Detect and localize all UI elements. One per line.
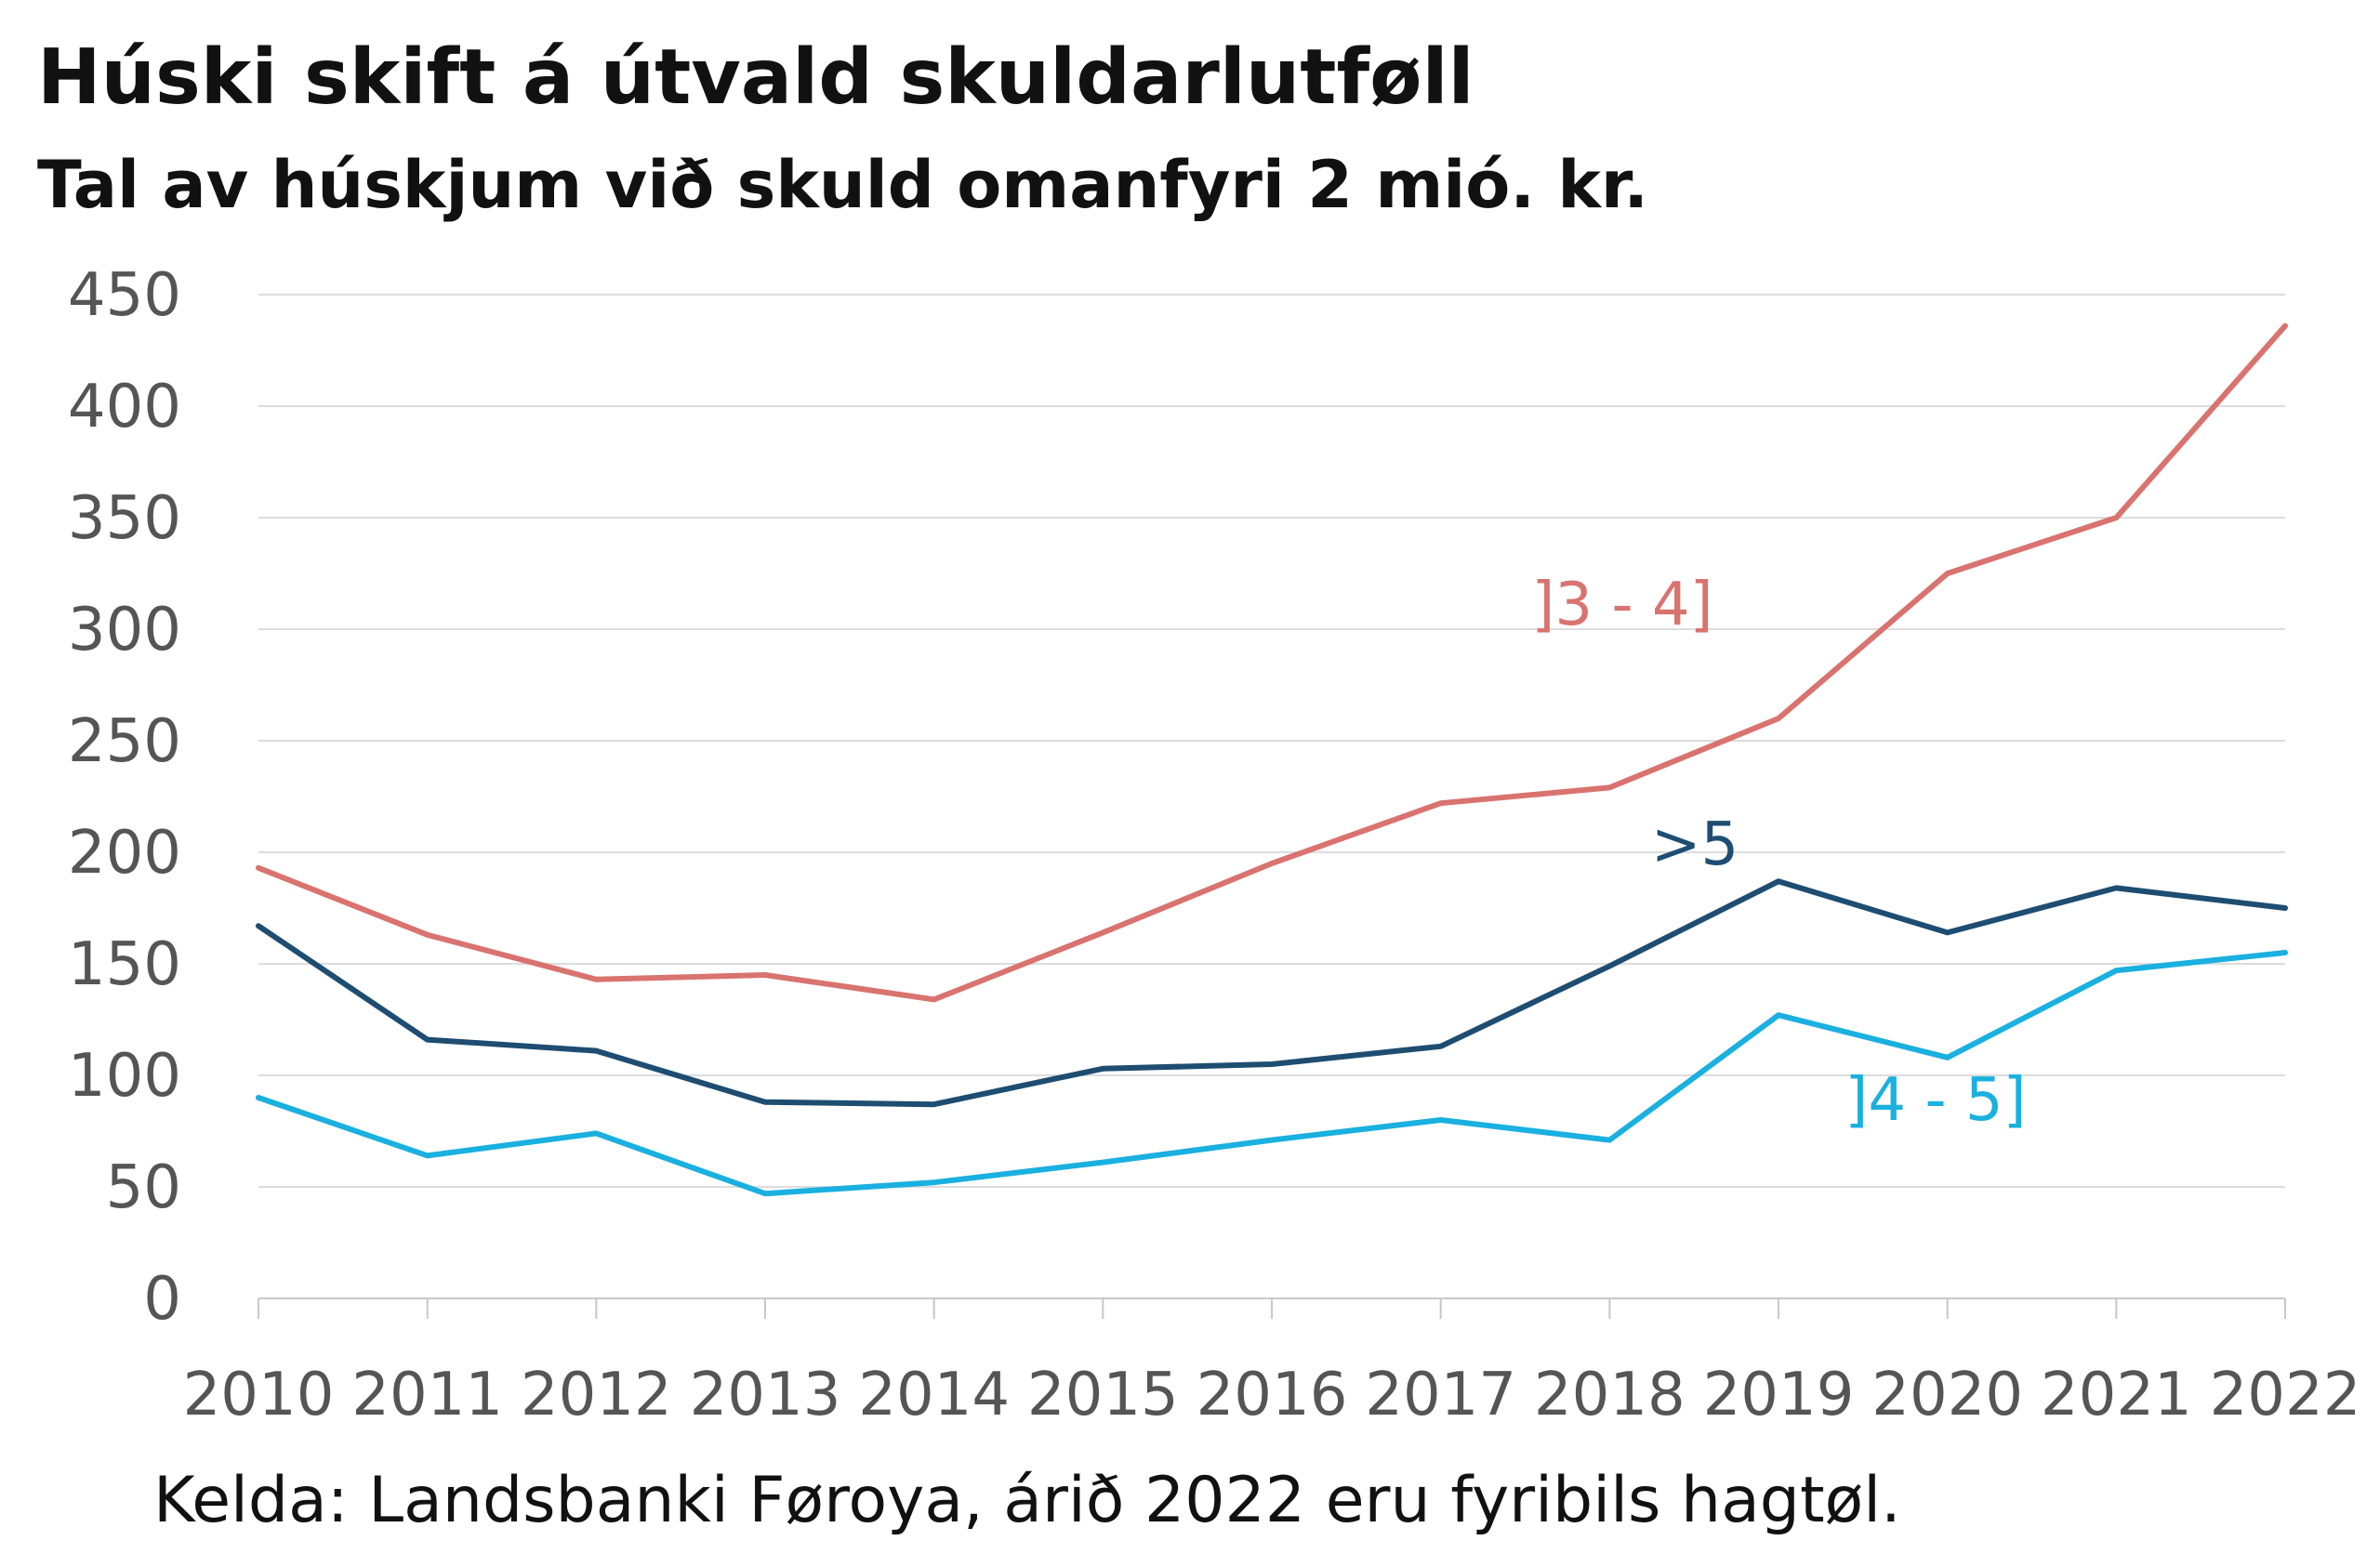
y-tick-label: 100 xyxy=(68,1042,181,1111)
x-tick-label: 2017 xyxy=(1365,1361,1516,1429)
series-label-3-4: ]3 - 4] xyxy=(1531,571,1712,639)
x-tick-label: 2011 xyxy=(351,1361,503,1429)
y-tick-label: 200 xyxy=(68,819,181,888)
x-tick-label: 2010 xyxy=(183,1361,335,1429)
x-tick-label: 2022 xyxy=(2210,1361,2361,1429)
series-label-4-5: ]4 - 5] xyxy=(1844,1066,2026,1135)
y-tick-label: 250 xyxy=(68,707,181,776)
chart-title: Húski skift á útvald skuldarlutføll xyxy=(37,33,1474,122)
x-tick-label: 2012 xyxy=(521,1361,672,1429)
y-tick-label: 400 xyxy=(68,373,181,441)
y-tick-label: 150 xyxy=(68,930,181,999)
series-line-3-4 xyxy=(256,323,2288,1003)
chart-source: Kelda: Landsbanki Føroya, árið 2022 eru … xyxy=(153,1464,1901,1537)
x-tick-label: 2018 xyxy=(1534,1361,1686,1429)
y-axis: 0 50 100 150 200 250 300 350 400 450 xyxy=(68,261,181,1334)
x-tick-label: 2020 xyxy=(1871,1361,2023,1429)
y-tick-label: 300 xyxy=(68,596,181,665)
chart-subtitle: Tal av húskjum við skuld omanfyri 2 mió.… xyxy=(37,147,1649,223)
series-label-gt5: >5 xyxy=(1651,810,1739,879)
series-line-gt5 xyxy=(256,878,2288,1108)
gridlines xyxy=(258,294,2285,1299)
y-tick-label: 50 xyxy=(106,1153,181,1222)
y-tick-label: 350 xyxy=(68,484,181,553)
series-labels: ]3 - 4] >5 ]4 - 5] xyxy=(1531,571,2026,1135)
x-tick-label: 2014 xyxy=(858,1361,1010,1429)
x-tick-label: 2015 xyxy=(1027,1361,1179,1429)
x-axis: 2010 2011 2012 2013 2014 2015 2016 2017 2018 2019… xyxy=(183,1298,2361,1429)
x-tick-label: 2016 xyxy=(1197,1361,1348,1429)
y-tick-label: 0 xyxy=(143,1265,181,1334)
x-tick-label: 2019 xyxy=(1703,1361,1855,1429)
x-tick-label: 2021 xyxy=(2041,1361,2192,1429)
series-line-4-5 xyxy=(256,950,2288,1197)
x-tick-label: 2013 xyxy=(690,1361,841,1429)
series-lines xyxy=(256,323,2288,1197)
y-tick-label: 450 xyxy=(68,261,181,330)
